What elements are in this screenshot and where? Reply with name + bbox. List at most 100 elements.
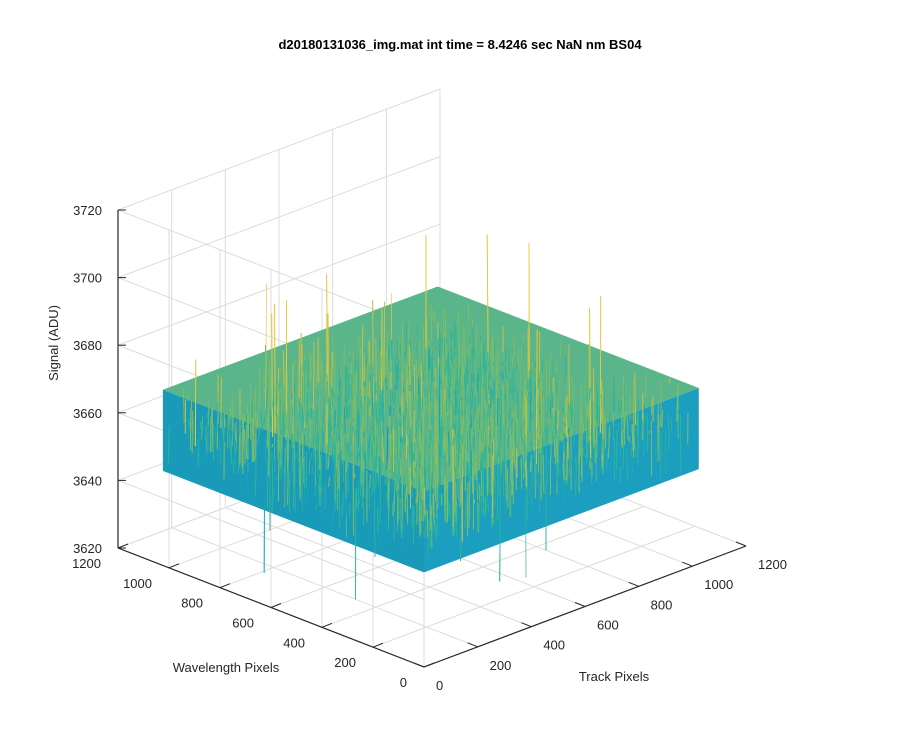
surface-spike	[415, 387, 417, 419]
surface-spike	[401, 449, 403, 504]
surface-spike	[453, 423, 456, 429]
surface-spike	[343, 407, 346, 434]
surface-spike	[255, 461, 257, 497]
surface-spike	[365, 387, 367, 421]
surface-spike	[402, 383, 404, 393]
surface-spike	[256, 412, 259, 429]
surface-spike	[386, 382, 388, 387]
surface-spike	[410, 430, 413, 463]
surface-spike	[391, 443, 394, 486]
surface-spike	[621, 397, 623, 430]
surface-spike	[511, 355, 514, 366]
surface-spike	[532, 423, 534, 451]
surface-spike	[542, 404, 545, 433]
surface-spike	[406, 343, 409, 383]
surface-spike	[311, 354, 313, 379]
surface-spike	[322, 432, 324, 461]
surface-spike	[396, 485, 399, 532]
surface-spike	[530, 491, 533, 510]
surface-spike	[464, 502, 467, 519]
surface-spike	[266, 417, 269, 431]
surface-spike	[354, 394, 356, 430]
surface-spike	[472, 466, 475, 530]
surface-spike	[534, 445, 536, 499]
surface-spike	[488, 478, 490, 496]
surface-spike	[234, 423, 237, 442]
surface-spike	[333, 397, 335, 405]
surface-spike	[469, 407, 471, 410]
surface-spike	[377, 472, 380, 543]
surface-spike	[570, 456, 572, 468]
surface-spike	[465, 399, 467, 416]
surface-spike	[353, 474, 356, 479]
surface-spike	[368, 364, 371, 382]
surface-spike	[461, 342, 463, 385]
surface-spike	[581, 408, 583, 428]
surface-spike	[457, 309, 460, 376]
surface-spike	[416, 494, 419, 507]
surface-spike	[239, 408, 241, 432]
surface-spike	[554, 442, 557, 464]
surface-spike	[346, 419, 348, 436]
surface-spike	[400, 433, 402, 460]
surface-spike	[474, 396, 476, 420]
surface-spike	[499, 355, 501, 357]
surface-spike	[453, 318, 456, 362]
surface-spike	[247, 403, 249, 464]
surface-spike	[337, 455, 340, 460]
surface-spike	[596, 417, 599, 425]
surface-spike	[463, 373, 466, 386]
surface-spike	[676, 387, 679, 422]
surface-spike	[478, 502, 480, 526]
gridline	[321, 505, 645, 628]
surface-spike	[417, 400, 420, 430]
surface-spike	[466, 461, 468, 483]
surface-spike	[235, 421, 238, 452]
surface-spike	[533, 459, 536, 466]
surface-spike	[502, 461, 505, 466]
surface-spike	[407, 375, 409, 377]
surface-spike	[679, 414, 682, 473]
surface-spike	[677, 384, 679, 411]
surface-spike	[635, 413, 638, 437]
surface-spike	[412, 506, 415, 528]
surface-spike	[489, 398, 491, 401]
surface-spike	[445, 359, 447, 377]
surface-spike	[401, 395, 403, 438]
surface-spike	[374, 416, 376, 437]
surface-spike	[308, 459, 311, 474]
surface-spike	[385, 362, 387, 365]
surface-spike	[479, 498, 481, 504]
surface-spike	[293, 365, 296, 513]
surface-spike	[493, 381, 495, 402]
surface-spike	[430, 459, 432, 530]
surface-spike	[422, 476, 424, 522]
surface-spike	[541, 372, 543, 447]
surface-spike	[391, 339, 393, 373]
surface-spike	[312, 365, 315, 410]
surface-spike	[667, 412, 670, 431]
surface-spike	[280, 444, 283, 451]
surface-spike	[311, 393, 313, 402]
surface-spike	[229, 440, 232, 455]
surface-spike	[299, 428, 301, 500]
surface-spike	[282, 350, 285, 387]
surface-spike	[457, 431, 460, 454]
surface-spike	[490, 452, 492, 496]
surface-spike	[315, 423, 318, 438]
surface-spike	[292, 364, 294, 441]
surface-spike	[487, 410, 489, 419]
surface-spike	[619, 443, 622, 454]
surface-spike	[391, 391, 394, 400]
surface-spike	[599, 393, 601, 399]
surface-spike	[361, 324, 364, 405]
surface-spike	[452, 363, 454, 369]
surface-spike	[540, 416, 542, 500]
surface-spike	[474, 412, 477, 481]
surface-spike	[351, 426, 354, 432]
surface-spike	[538, 379, 540, 383]
surface-spike	[431, 410, 433, 423]
surface-spike	[661, 409, 663, 428]
surface-spike	[342, 492, 344, 518]
surface-spike	[188, 418, 191, 427]
